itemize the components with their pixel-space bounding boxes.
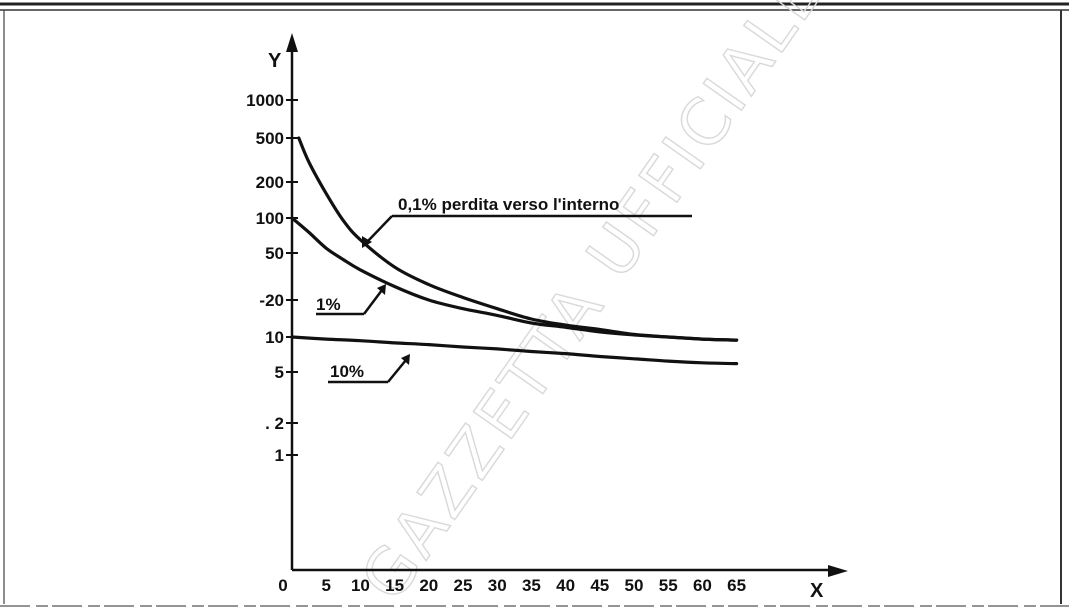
annotation-arrowhead — [377, 284, 386, 295]
x-tick-label: 10 — [351, 576, 370, 595]
series-line-1 — [290, 216, 739, 342]
x-tick-label: 20 — [419, 576, 438, 595]
annotation-leader — [366, 215, 393, 243]
axes: Y X — [268, 33, 848, 602]
y-ticks: 1000 500 200 100 50 -20 10 5 . 2 1 — [246, 91, 298, 465]
annotation-0-1pct: 0,1% perdita verso l'interno — [362, 195, 692, 248]
x-tick-label: 15 — [385, 576, 404, 595]
annotation-arrowhead — [401, 354, 410, 365]
y-tick-label: 200 — [256, 173, 284, 192]
x-tick-label: 30 — [488, 576, 507, 595]
y-tick-label: 100 — [256, 209, 284, 228]
y-tick-label: 500 — [256, 129, 284, 148]
y-tick-label: -20 — [259, 291, 284, 310]
y-tick-label: 1000 — [246, 91, 284, 110]
x-axis-arrow — [828, 565, 848, 577]
watermark: GAZZETTA UFFICIALE — [347, 0, 839, 612]
x-tick-label: 45 — [590, 576, 609, 595]
series-label-0-1pct: 0,1% perdita verso l'interno — [398, 195, 619, 214]
x-tick-label: 0 — [278, 576, 287, 595]
annotation-10pct: 10% — [328, 354, 410, 384]
y-tick-label: . 2 — [265, 414, 284, 433]
curves — [290, 136, 739, 366]
series-label-10pct: 10% — [330, 362, 364, 381]
y-tick-label: 50 — [265, 244, 284, 263]
series-label-1pct: 1% — [316, 295, 341, 314]
y-axis-title: Y — [268, 50, 282, 72]
x-tick-label: 60 — [693, 576, 712, 595]
y-tick-label: 5 — [275, 363, 284, 382]
annotation-leader — [387, 359, 407, 383]
x-tick-label: 35 — [522, 576, 541, 595]
x-tick-label: 25 — [454, 576, 473, 595]
series-line-2 — [290, 335, 739, 366]
x-tick-label: 55 — [659, 576, 678, 595]
x-tick-label: 5 — [321, 576, 330, 595]
x-axis-title: X — [810, 580, 824, 602]
y-axis-arrow — [286, 33, 298, 52]
annotation-1pct: 1% — [316, 284, 386, 316]
y-tick-label: 1 — [275, 446, 284, 465]
x-tick-label: 40 — [556, 576, 575, 595]
y-tick-label: 10 — [265, 328, 284, 347]
x-tick-label: 50 — [625, 576, 644, 595]
x-ticks: 0 5 10 15 20 25 30 35 40 45 50 55 60 65 — [278, 576, 746, 595]
annotation-leader — [363, 289, 383, 315]
x-tick-label: 65 — [727, 576, 746, 595]
annotation-arrowhead — [362, 236, 372, 248]
